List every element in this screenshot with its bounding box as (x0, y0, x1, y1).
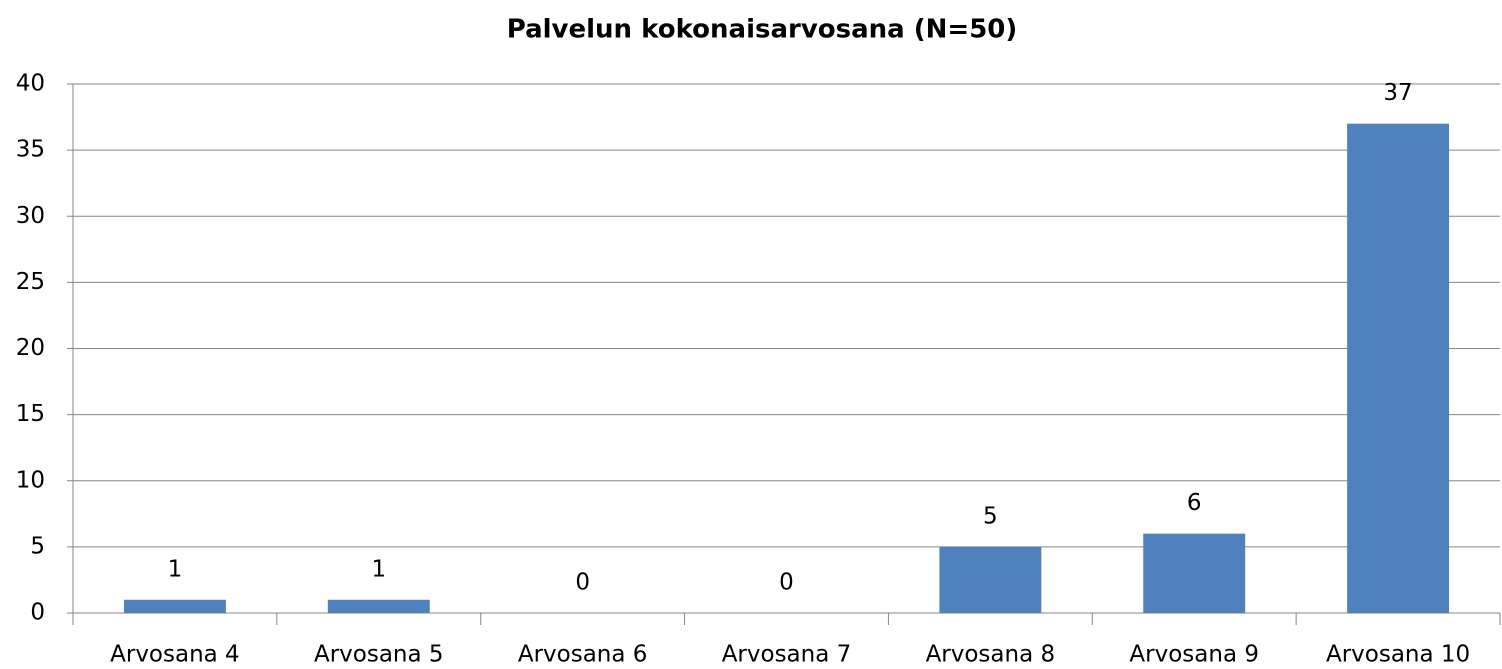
y-tick-label: 10 (16, 467, 45, 493)
data-label: 6 (1187, 490, 1202, 516)
y-tick-label: 20 (16, 335, 45, 361)
x-tick-label: Arvosana 6 (518, 642, 648, 668)
data-label: 1 (168, 556, 183, 582)
data-label: 37 (1383, 80, 1412, 106)
x-tick-label: Arvosana 9 (1129, 642, 1259, 668)
y-tick-label: 5 (30, 533, 45, 559)
y-tick-label: 40 (16, 71, 45, 97)
chart-title: Palvelun kokonaisarvosana (N=50) (507, 15, 1018, 45)
y-tick-label: 0 (30, 600, 45, 626)
bar (1347, 123, 1450, 614)
data-label: 0 (575, 570, 590, 596)
bar (123, 599, 226, 613)
data-label: 0 (779, 570, 794, 596)
y-tick-label: 30 (16, 203, 45, 229)
x-tick-label: Arvosana 10 (1326, 642, 1470, 668)
bar (939, 546, 1042, 613)
x-tick-label: Arvosana 4 (110, 642, 240, 668)
x-tick-label: Arvosana 8 (926, 642, 1056, 668)
y-tick-label: 15 (16, 401, 45, 427)
data-label: 5 (983, 503, 998, 529)
bar (1143, 533, 1246, 613)
x-tick-label: Arvosana 5 (314, 642, 444, 668)
y-tick-label: 25 (16, 269, 45, 295)
y-tick-label: 35 (16, 137, 45, 163)
x-tick-label: Arvosana 7 (722, 642, 852, 668)
bar (327, 599, 430, 613)
data-label: 1 (371, 556, 386, 582)
